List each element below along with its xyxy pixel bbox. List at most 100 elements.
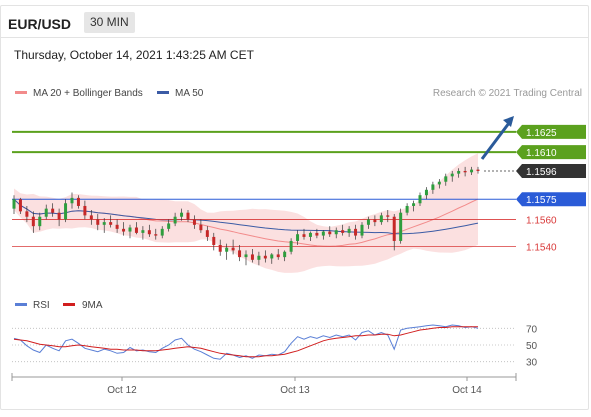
symbol-label[interactable]: EUR/USD [8, 16, 72, 32]
rsi-line [13, 324, 479, 360]
candle-body [386, 215, 390, 217]
candle-body [167, 223, 171, 229]
candle-body [373, 219, 377, 223]
candle-body [218, 245, 222, 252]
candle-body [392, 216, 396, 241]
candle-body [89, 215, 93, 220]
candle-body [431, 184, 435, 190]
candle-body [244, 254, 248, 258]
candle-body [379, 215, 383, 223]
candle-body [57, 212, 61, 220]
rsi-tick-70: 70 [526, 324, 538, 335]
candle-body [134, 227, 138, 233]
candle-body [12, 199, 16, 209]
level-label-1.1610: 1.1610 [526, 148, 557, 159]
candle-body [186, 212, 190, 220]
candle-body [115, 224, 119, 229]
candle-body [412, 203, 416, 206]
x-tick-label: Oct 14 [452, 385, 482, 396]
candle-body [257, 255, 261, 260]
candle-body [160, 228, 164, 236]
candle-body [102, 222, 106, 225]
candle-body [424, 189, 428, 196]
candle-body [70, 197, 74, 204]
candle-body [263, 255, 267, 259]
candle-body [289, 240, 293, 252]
candle-body [334, 230, 338, 235]
timeframe-button[interactable]: 30 MIN [84, 12, 135, 33]
x-tick-label: Oct 13 [280, 385, 310, 396]
bollinger-band [14, 153, 478, 273]
level-label-1.1596: 1.1596 [526, 167, 557, 178]
ma50-legend-label: MA 50 [175, 88, 204, 99]
candle-body [347, 228, 351, 233]
candle-body [180, 212, 184, 217]
widget-header: EUR/USD 30 MIN [1, 6, 588, 38]
price-panel: 1.1625 1.1610 1.1596 1.1575 1.1560 1.1540 [12, 116, 586, 273]
chart-widget: EUR/USD 30 MIN Thursday, October 14, 202… [0, 5, 589, 410]
candle-body [38, 216, 42, 227]
level-label-1.1575: 1.1575 [526, 195, 557, 206]
candle-body [25, 211, 29, 217]
ma20-legend-label: MA 20 + Bollinger Bands [33, 88, 143, 99]
candle-body [463, 170, 467, 173]
rsi-tick-50: 50 [526, 341, 538, 352]
candle-body [366, 219, 370, 225]
forecast-arrow-head [503, 116, 514, 127]
rsi-legend-swatch [15, 303, 27, 306]
candle-body [64, 203, 68, 220]
candle-body [128, 227, 132, 232]
candle-body [315, 232, 319, 236]
candle-body [354, 228, 358, 236]
candle-body [76, 197, 80, 206]
candle-body [199, 224, 203, 231]
candle-body [444, 176, 448, 182]
candle-body [476, 169, 480, 171]
candle-body [250, 254, 254, 260]
candle-body [141, 230, 145, 233]
candle-body [360, 224, 364, 236]
candle-body [276, 254, 280, 258]
level-label-1.1540: 1.1540 [526, 242, 557, 253]
candle-body [18, 199, 22, 212]
ma9-legend-label: 9MA [82, 300, 103, 311]
candle-body [283, 251, 287, 258]
forecast-arrow [480, 122, 511, 160]
candle-body [212, 236, 216, 245]
candle-body [51, 208, 55, 213]
candle-body [83, 205, 87, 216]
level-tag-1.1610 [516, 145, 586, 160]
rsi-9ma-line [13, 326, 478, 358]
candle-body [341, 230, 345, 233]
candle-body [192, 219, 196, 225]
ma9-legend-swatch [63, 303, 75, 306]
candle-body [109, 222, 113, 225]
candle-body [399, 212, 403, 241]
level-tag-1.1596 [516, 163, 586, 178]
candle-body [231, 247, 235, 251]
rsi-panel: 70 50 30 [12, 324, 538, 369]
rsi-tick-30: 30 [526, 358, 538, 369]
candle-body [44, 208, 48, 217]
candle-body [321, 231, 325, 236]
candle-body [122, 228, 126, 232]
candle-body [308, 232, 312, 237]
candle-body [96, 219, 100, 225]
candle-body [238, 250, 242, 258]
candle-body [457, 170, 461, 174]
candle-body [31, 216, 35, 227]
candle-body [147, 230, 151, 235]
ma50-legend-swatch [157, 91, 169, 94]
level-tag-1.1575 [516, 192, 586, 207]
candle-body [296, 234, 300, 241]
credit-text: Research © 2021 Trading Central [433, 88, 582, 99]
candle-body [470, 169, 474, 173]
candle-body [328, 231, 332, 235]
candle-body [154, 234, 158, 236]
candle-body [205, 230, 209, 237]
ma20-legend-swatch [15, 91, 27, 94]
rsi-legend-label: RSI [33, 300, 50, 311]
candle-body [450, 173, 454, 177]
level-label-1.1560: 1.1560 [526, 215, 557, 226]
